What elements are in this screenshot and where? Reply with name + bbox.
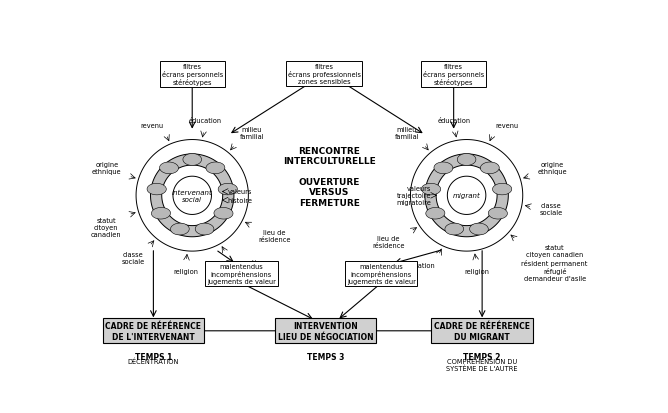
Polygon shape [445, 223, 464, 235]
Polygon shape [492, 184, 512, 195]
Text: filtres
écrans professionnels
zones sensibles: filtres écrans professionnels zones sens… [288, 64, 361, 85]
Text: éducation: éducation [438, 118, 470, 124]
Text: statut
citoyen canadien
résident permanent
réfugié
demandeur d'asile: statut citoyen canadien résident permane… [522, 245, 588, 281]
Text: TEMPS 2: TEMPS 2 [464, 353, 501, 362]
Text: filtres
écrans personnels
stéréotypes: filtres écrans personnels stéréotypes [423, 64, 484, 86]
Text: INTERVENTION
LIEU DE NÉGOCIATION: INTERVENTION LIEU DE NÉGOCIATION [278, 321, 373, 341]
Polygon shape [173, 177, 212, 215]
Polygon shape [160, 163, 178, 174]
Text: milieu
familial: milieu familial [240, 127, 265, 140]
Text: classe
sociale: classe sociale [122, 252, 145, 265]
Text: CADRE DE RÉFÉRENCE
DU MIGRANT: CADRE DE RÉFÉRENCE DU MIGRANT [434, 321, 530, 341]
Text: religion: religion [464, 268, 490, 274]
Text: classe
sociale: classe sociale [539, 202, 562, 215]
Polygon shape [458, 154, 476, 166]
Text: éducation: éducation [188, 118, 222, 124]
Text: lieu de
résidence: lieu de résidence [258, 229, 291, 242]
Text: revenu: revenu [140, 123, 164, 128]
Polygon shape [422, 184, 441, 195]
Polygon shape [150, 154, 234, 237]
Text: origine
ethnique: origine ethnique [92, 161, 122, 174]
Text: histoire: histoire [227, 198, 253, 204]
Text: valeurs
trajectoire
migratoire: valeurs trajectoire migratoire [397, 186, 432, 206]
Text: DÉCENTRATION: DÉCENTRATION [128, 357, 179, 364]
Text: milieu
familial: milieu familial [395, 127, 419, 140]
Polygon shape [480, 163, 499, 174]
Polygon shape [147, 184, 166, 195]
Polygon shape [434, 163, 453, 174]
Polygon shape [136, 140, 248, 252]
Text: religion: religion [173, 269, 198, 275]
Polygon shape [425, 154, 508, 237]
Text: TEMPS 1: TEMPS 1 [135, 353, 172, 362]
Text: COMPRÉHENSION DU
SYSTÈME DE L'AUTRE: COMPRÉHENSION DU SYSTÈME DE L'AUTRE [446, 357, 518, 371]
Polygon shape [195, 223, 214, 235]
Text: migrant: migrant [453, 193, 480, 199]
Polygon shape [488, 208, 508, 219]
Text: malentendus
incompréhensions
jugements de valeur: malentendus incompréhensions jugements d… [207, 263, 276, 284]
Text: statut
citoyen
canadien: statut citoyen canadien [91, 217, 122, 237]
Polygon shape [410, 140, 523, 252]
Text: intervenant
social: intervenant social [172, 189, 212, 202]
Text: revenu: revenu [496, 123, 518, 128]
Text: CADRE DE RÉFÉRENCE
DE L'INTERVENANT: CADRE DE RÉFÉRENCE DE L'INTERVENANT [106, 321, 201, 341]
Polygon shape [183, 154, 202, 166]
Text: filtres
écrans personnels
stéréotypes: filtres écrans personnels stéréotypes [162, 64, 223, 86]
Text: origine
ethnique: origine ethnique [537, 161, 566, 174]
Text: RENCONTRE
INTERCULTURELLE

OUVERTURE
VERSUS
FERMETURE: RENCONTRE INTERCULTURELLE OUVERTURE VERS… [283, 146, 376, 207]
Polygon shape [170, 223, 189, 235]
Polygon shape [162, 166, 222, 226]
Polygon shape [426, 208, 445, 219]
Text: occupation: occupation [399, 262, 436, 268]
Polygon shape [470, 223, 488, 235]
Text: valeurs: valeurs [227, 189, 252, 195]
Polygon shape [214, 208, 233, 219]
Polygon shape [206, 163, 225, 174]
Text: malentendus
incompréhensions
jugements de valeur: malentendus incompréhensions jugements d… [347, 263, 415, 284]
Polygon shape [436, 166, 497, 226]
Text: lieu de
résidence: lieu de résidence [372, 236, 405, 249]
Polygon shape [448, 177, 486, 215]
Polygon shape [152, 208, 170, 219]
Text: TEMPS 3: TEMPS 3 [307, 353, 345, 362]
Text: occupation
profession: occupation profession [229, 259, 266, 272]
Polygon shape [218, 184, 237, 195]
